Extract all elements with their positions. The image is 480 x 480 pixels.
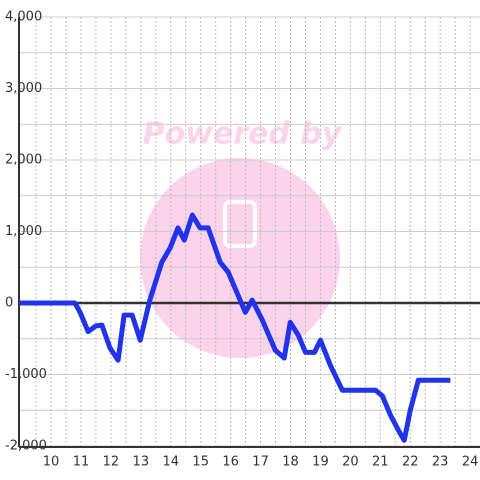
y-tick-label: 1,000: [5, 224, 42, 239]
watermark-logo: [140, 158, 340, 358]
x-tick-label: 16: [222, 455, 239, 470]
watermark-icon: [223, 200, 257, 248]
x-tick-label: 23: [432, 455, 449, 470]
x-tick-label: 22: [402, 455, 419, 470]
y-tick-label: 4,000: [5, 10, 42, 25]
watermark-text: Powered by: [143, 117, 343, 152]
data-line: [19, 212, 451, 443]
x-tick-label: 12: [103, 455, 120, 470]
y-tick-label: 2,000: [5, 153, 42, 168]
x-tick-label: 17: [252, 455, 269, 470]
x-tick-label: 24: [462, 455, 479, 470]
y-tick-label: 3,000: [5, 81, 42, 96]
x-tick-label: 11: [73, 455, 90, 470]
x-tick-label: 14: [162, 455, 179, 470]
x-tick-label: 21: [372, 455, 389, 470]
y-tick-label: 0: [5, 296, 13, 311]
x-tick-label: 20: [342, 455, 359, 470]
x-tick-label: 18: [282, 455, 299, 470]
x-tick-label: 19: [312, 455, 329, 470]
y-tick-label: -1,000: [5, 367, 47, 382]
x-tick-label: 13: [133, 455, 150, 470]
x-tick-label: 15: [192, 455, 209, 470]
x-tick-label: 10: [43, 455, 60, 470]
